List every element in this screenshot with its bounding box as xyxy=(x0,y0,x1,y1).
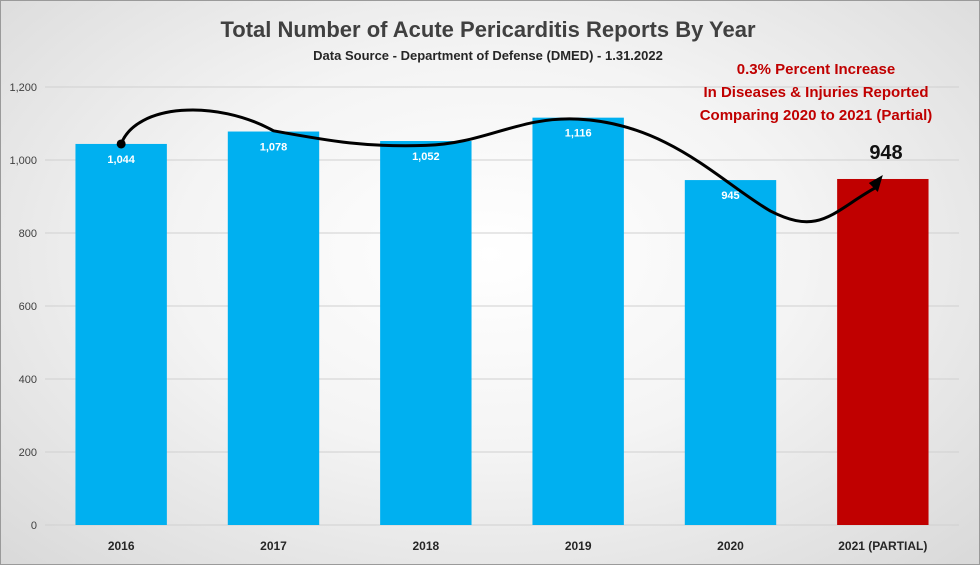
bar-2020 xyxy=(684,180,777,525)
x-tick-label: 2017 xyxy=(260,539,287,553)
bar-2018 xyxy=(380,141,472,525)
data-labels: 1,044 1,078 1,052 1,116 945 xyxy=(107,128,739,202)
data-label: 1,116 xyxy=(565,128,592,140)
data-label: 1,052 xyxy=(412,151,440,163)
annotation-line-2: In Diseases & Injuries Reported xyxy=(703,84,928,101)
chart-subtitle: Data Source - Department of Defense (DME… xyxy=(313,48,663,63)
trend-curve xyxy=(119,108,878,224)
bar-2017 xyxy=(227,131,320,525)
bar-2016 xyxy=(75,143,167,525)
y-tick-label: 1,000 xyxy=(9,155,37,167)
y-tick-label: 200 xyxy=(19,447,37,459)
data-label: 1,044 xyxy=(107,154,135,166)
x-tick-label: 2018 xyxy=(412,539,439,553)
y-tick-label: 0 xyxy=(31,520,37,532)
trend-arrowhead xyxy=(868,174,883,192)
annotation-line-3: Comparing 2020 to 2021 (Partial) xyxy=(700,107,933,124)
bar-2019 xyxy=(532,117,624,525)
y-tick-label: 1,200 xyxy=(9,82,37,94)
y-axis-ticks: 0 200 400 600 800 1,000 1,200 xyxy=(9,82,37,532)
annotation-line-1: 0.3% Percent Increase xyxy=(737,61,895,78)
x-axis-ticks: 2016 2017 2018 2019 2020 2021 (PARTIAL) xyxy=(108,539,928,553)
data-label: 945 xyxy=(721,190,739,202)
x-tick-label: 2019 xyxy=(565,539,592,553)
x-tick-label: 2020 xyxy=(717,539,744,553)
gridlines xyxy=(45,86,959,526)
data-label: 1,078 xyxy=(260,142,288,154)
bars xyxy=(75,117,929,526)
y-tick-label: 600 xyxy=(19,301,37,313)
trend-start-dot xyxy=(116,139,126,149)
bar-2021 xyxy=(837,178,929,526)
x-tick-label: 2016 xyxy=(108,539,135,553)
highlight-value-label: 948 xyxy=(869,142,902,164)
x-tick-label: 2021 (PARTIAL) xyxy=(838,539,927,553)
chart-title: Total Number of Acute Pericarditis Repor… xyxy=(220,17,756,42)
y-tick-label: 400 xyxy=(19,374,37,386)
y-tick-label: 800 xyxy=(19,228,37,240)
